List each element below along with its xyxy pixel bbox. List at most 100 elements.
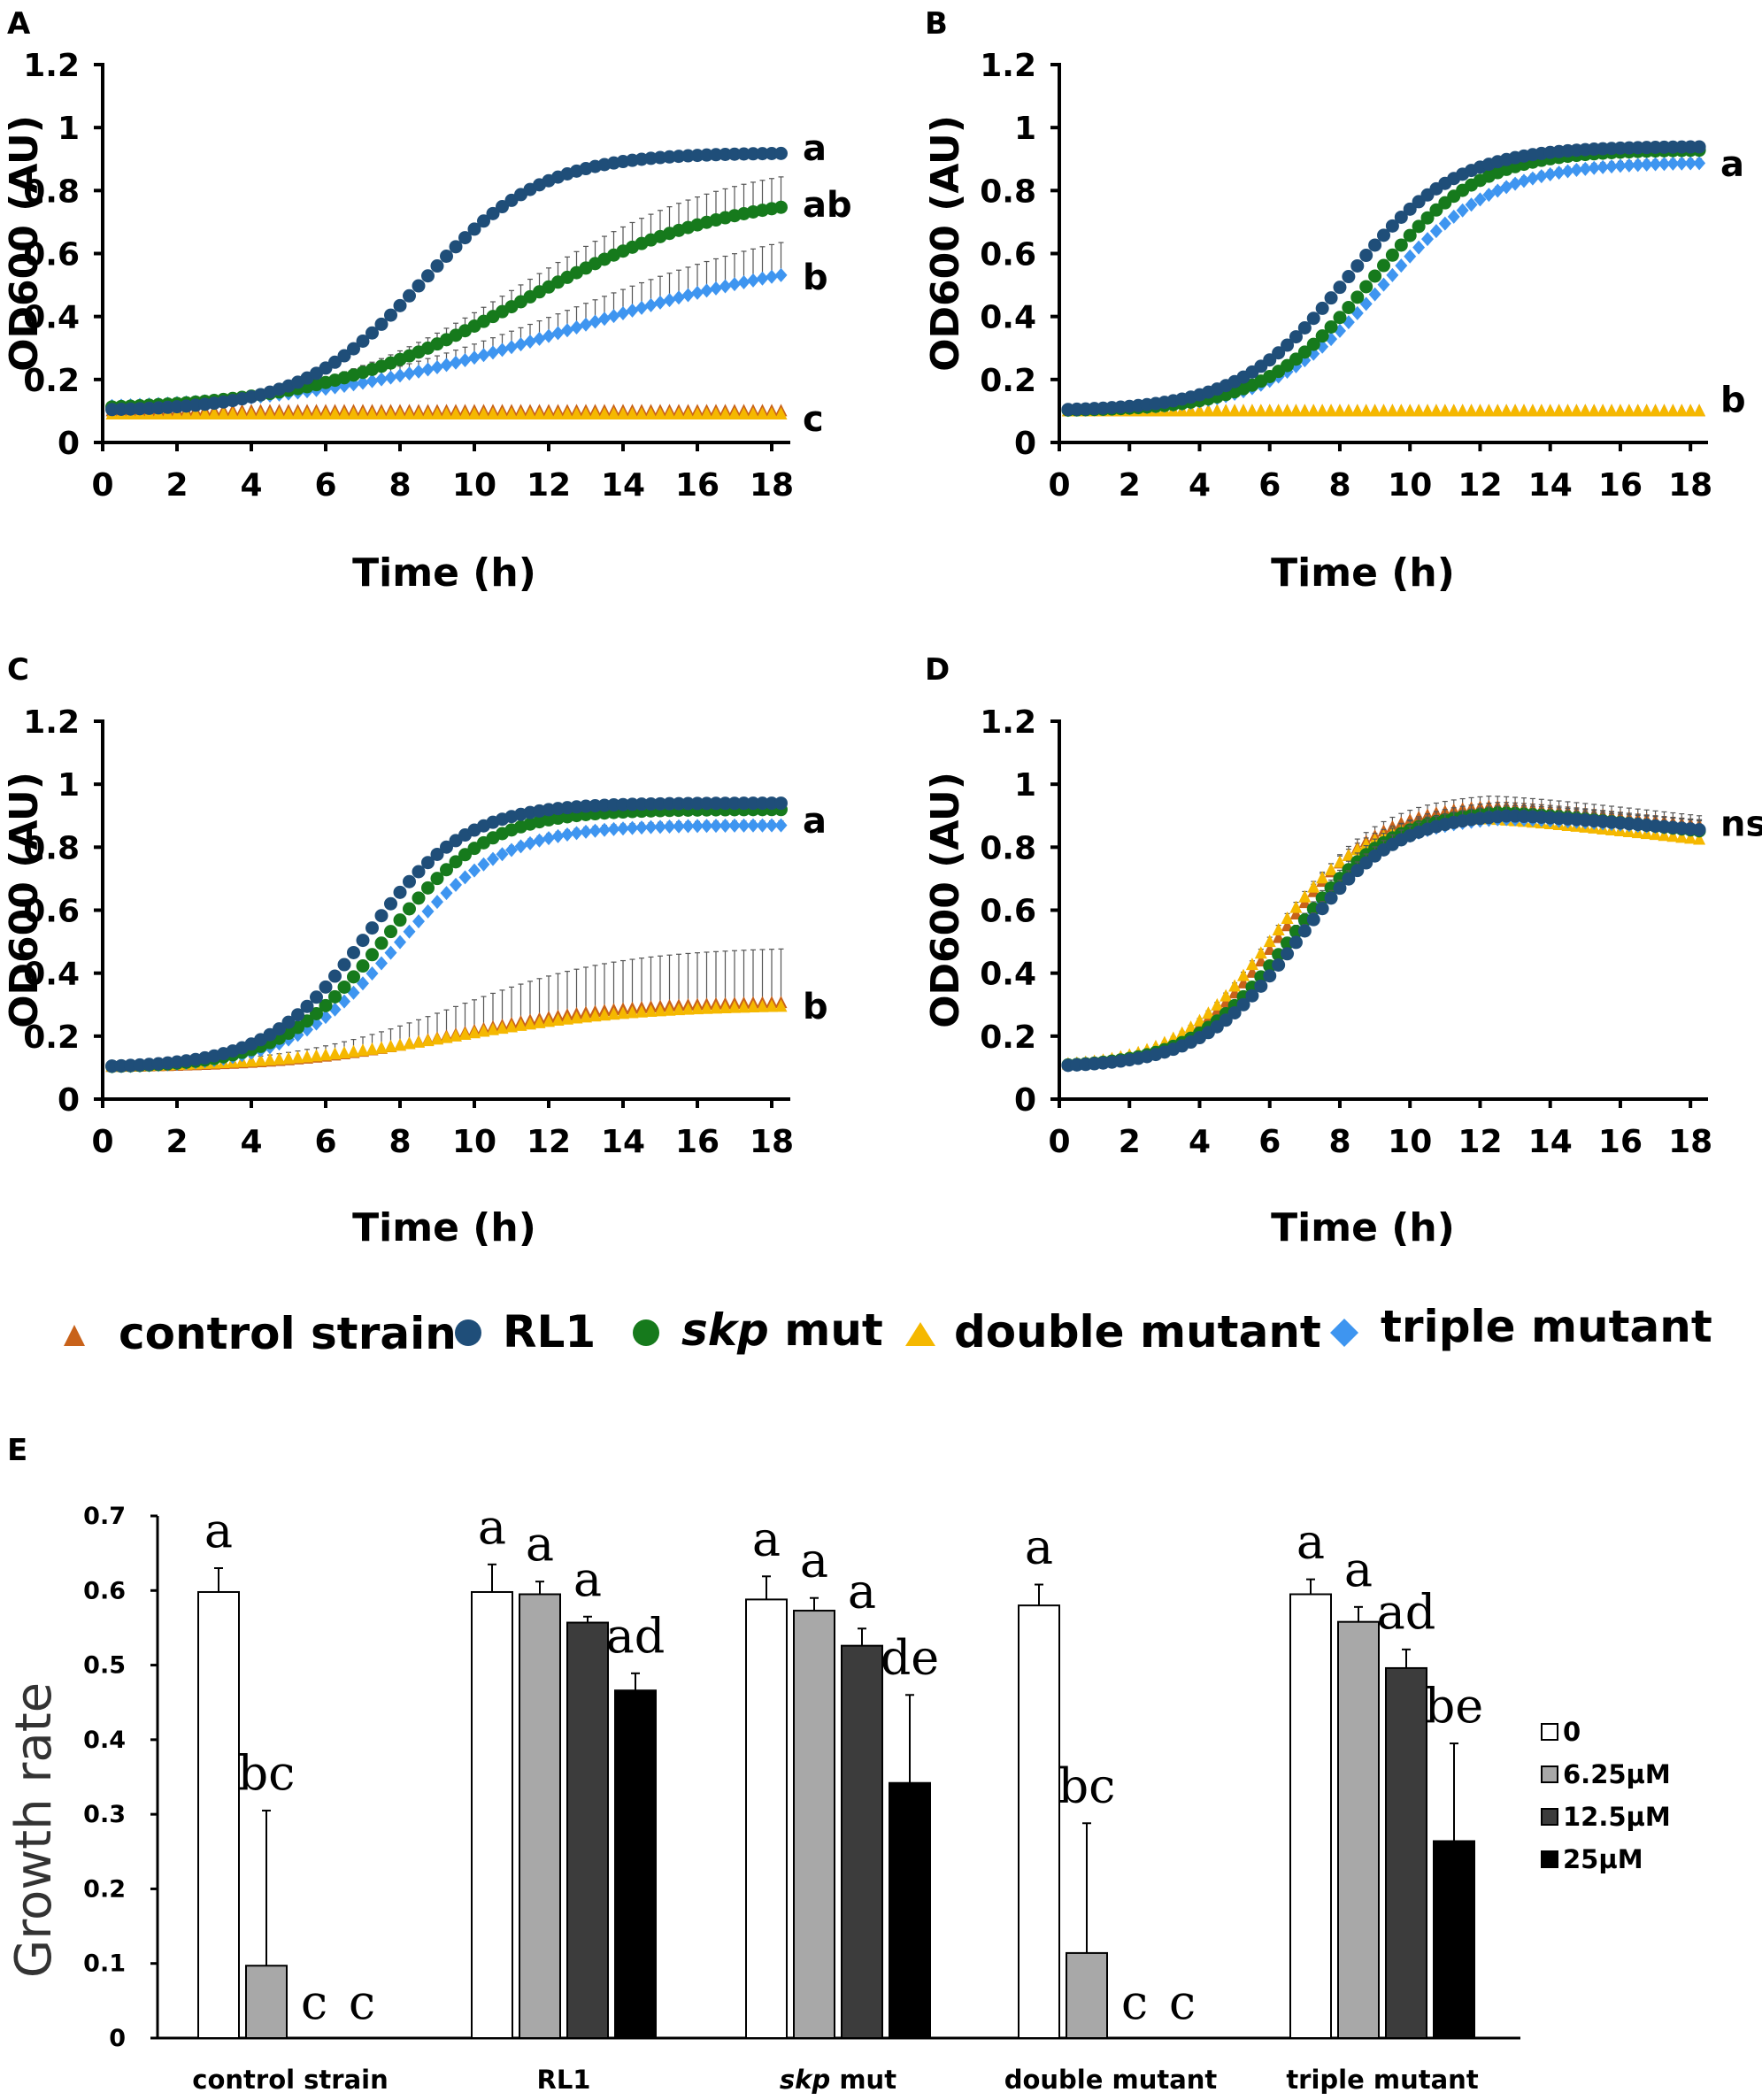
data-point [1350,290,1365,304]
data-point [1404,404,1417,417]
data-point [1298,889,1312,903]
y-axis-title-a: OD600 (AU) [2,115,47,372]
significance-letter-e: bc [238,1745,296,1801]
data-point [477,857,490,872]
data-point [357,1043,369,1057]
data-point [1263,969,1277,983]
data-point [1237,968,1250,981]
data-point [728,406,741,419]
data-point [1211,404,1224,417]
data-point [617,406,629,419]
data-point [589,1009,602,1022]
data-point [1421,232,1435,247]
data-point [431,359,443,374]
legend-e-swatch-12-5 [1541,1808,1558,1826]
data-point [264,1052,276,1065]
data-point [542,831,555,846]
data-point [542,406,555,419]
data-point [374,317,389,331]
data-point [524,335,536,350]
data-point [774,999,788,1012]
data-point [440,406,453,419]
data-point [524,835,536,850]
data-point [1588,404,1601,417]
panel-letter-c: C [7,652,29,688]
data-point [710,1001,722,1014]
data-point [1675,404,1689,417]
data-point [551,406,565,419]
data-point [1297,320,1312,335]
data-point [1509,176,1522,191]
bar-rl1-0 [471,1590,513,2039]
y-tick-label-a: 1.2 [23,48,80,84]
data-point [570,1011,583,1024]
plot-area-d: 0 0.2 0.4 0.6 0.8 1 1.2 0 2 4 6 8 10 12 14 16 18 ns [980,704,1762,1160]
data-point [477,1024,490,1037]
data-point [607,309,620,324]
legend-label-skp-mut: skp mut [681,1304,883,1356]
data-point [319,998,333,1012]
data-point [1421,404,1435,417]
data-point [644,819,658,835]
data-point [282,1051,295,1065]
data-point [468,863,481,878]
data-point [1316,404,1329,417]
data-point [635,820,648,835]
data-point [756,147,769,161]
data-point [281,1015,296,1029]
data-point [1386,267,1399,282]
data-point [766,406,778,419]
data-point [774,146,788,160]
data-point [245,406,258,419]
data-point [421,1034,435,1047]
y-tick-label-b: 0.2 [980,363,1036,399]
y-tick-label-b: 0.4 [980,300,1036,336]
y-tick-label-d: 1 [1014,767,1036,804]
legend-marker-control-strain [64,1325,85,1346]
data-point [365,326,379,340]
data-point [1526,171,1539,186]
data-point [189,406,202,419]
data-point [365,966,379,981]
significance-letter-e: ad [1377,1584,1436,1640]
data-point [1605,404,1619,417]
data-point [1193,404,1206,417]
y-tick-label-e: 0 [109,2025,126,2052]
data-point [1561,404,1574,417]
data-point [1306,312,1320,326]
data-point [431,1032,443,1045]
data-point [1666,404,1680,417]
data-point [487,406,499,419]
data-point [1579,161,1592,176]
data-point [607,1007,620,1020]
data-point [114,1058,128,1073]
data-point [1333,881,1347,896]
data-point [1306,337,1320,351]
data-point [1193,1013,1206,1027]
data-point [1552,404,1566,417]
data-point [570,406,583,419]
series-double-mutant-a [105,406,788,419]
data-point [365,921,379,935]
data-point [496,847,509,862]
data-point [644,1004,658,1018]
data-point [774,818,788,833]
data-point [133,402,147,416]
data-point [477,214,490,228]
data-point [1263,404,1276,417]
data-point [440,250,453,264]
data-point [1263,935,1276,948]
data-point [1272,922,1285,935]
data-point [412,1035,425,1048]
data-point [1289,900,1303,913]
x-tick-label-d: 8 [1328,1124,1350,1160]
data-point [700,796,713,811]
data-point [524,1017,536,1030]
data-point [1272,346,1286,360]
panel-b: B 0 0.2 0.4 0.6 0.8 1 1.2 0 2 4 6 8 10 12 14 16 18 a b Tim… [923,6,1746,596]
data-point [1613,158,1627,173]
data-point [1315,329,1329,343]
data-point [384,308,397,322]
data-point [1254,946,1267,959]
